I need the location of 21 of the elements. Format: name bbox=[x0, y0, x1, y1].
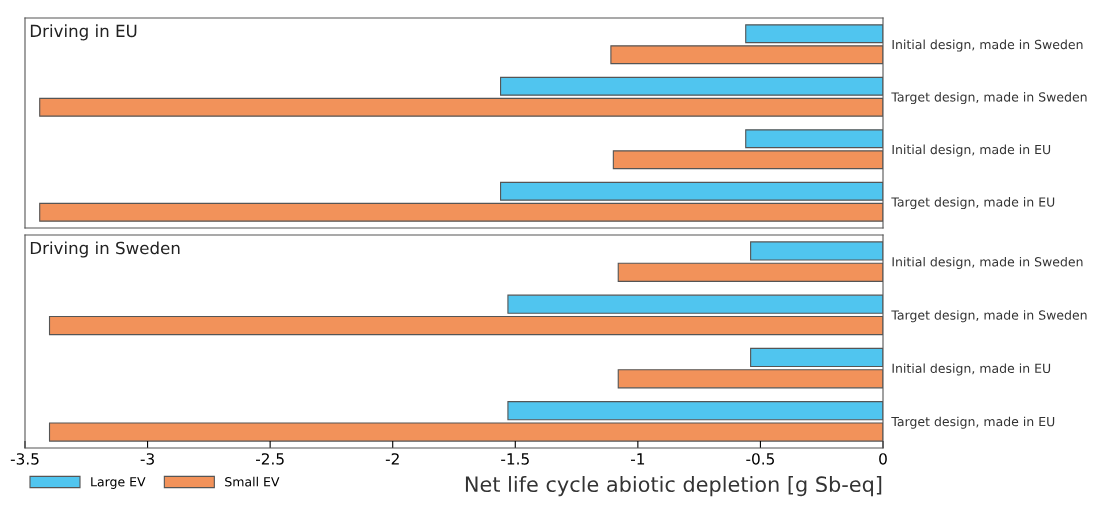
x-tick-label: -3.5 bbox=[10, 453, 39, 465]
y-tick-label: Target design, made in EU bbox=[891, 416, 1055, 429]
y-tick-label: Target design, made in Sweden bbox=[891, 310, 1087, 323]
y-tick-label: Initial design, made in EU bbox=[892, 144, 1051, 157]
x-axis-title: Net life cycle abiotic depletion [g Sb-eq] bbox=[465, 475, 882, 497]
legend-label: Large EV bbox=[91, 477, 146, 489]
x-tick-label: -1.5 bbox=[501, 453, 529, 465]
y-tick-label: Target design, made in EU bbox=[891, 197, 1055, 210]
chart-title: Driving in Sweden bbox=[30, 241, 180, 258]
chart-title: Driving in EU bbox=[30, 24, 137, 41]
x-tick-label: -0.5 bbox=[746, 453, 774, 465]
y-tick-label: Target design, made in Sweden bbox=[891, 92, 1087, 105]
x-tick-label: -3 bbox=[140, 453, 154, 465]
y-tick-label: Initial design, made in Sweden bbox=[892, 39, 1083, 52]
x-tick-label: 0 bbox=[879, 453, 887, 465]
y-tick-label: Initial design, made in Sweden bbox=[892, 256, 1083, 269]
x-tick-label: -2.5 bbox=[255, 453, 284, 465]
x-tick-label: -1 bbox=[630, 453, 645, 465]
legend-label: Small EV bbox=[225, 476, 280, 487]
x-tick-label: -2 bbox=[385, 453, 399, 465]
y-tick-label: Initial design, made in EU bbox=[892, 363, 1051, 376]
